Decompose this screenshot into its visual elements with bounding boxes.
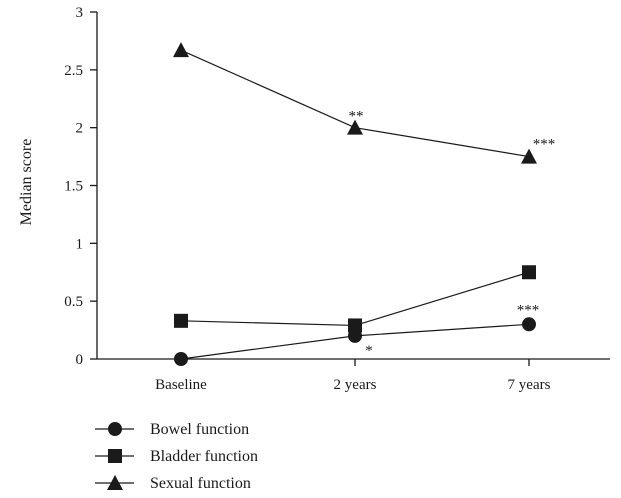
data-point-square [522, 265, 536, 280]
chart-axes: 0 0.5 1 1.5 2 2.5 3 Baseline 2 years 7 years [64, 5, 610, 393]
legend-label: Bowel function [150, 421, 249, 438]
data-point-circle [174, 352, 188, 366]
y-tick-label: 1 [76, 236, 84, 252]
series-bladder-function [174, 265, 536, 333]
legend-triangle-icon [107, 475, 123, 490]
legend-circle-icon [108, 422, 122, 436]
chart-series [173, 42, 537, 366]
series-line-bladder-function [180, 271, 530, 327]
data-point-circle [522, 317, 536, 332]
series-bowel-function [174, 317, 536, 366]
x-tick-label: Baseline [155, 377, 207, 393]
significance-annotation: ** [349, 109, 364, 125]
data-point-triangle [521, 148, 537, 164]
series-line-sexual-function [180, 49, 530, 158]
series-sexual-function [173, 42, 537, 164]
x-tick-label: 2 years [334, 377, 377, 393]
y-tick-label: 2 [76, 121, 84, 137]
y-tick-label: 2.5 [64, 63, 83, 79]
significance-annotation: * [365, 343, 373, 359]
legend-item-bowel-function: Bowel function [95, 421, 249, 438]
chart-annotations: ********* [349, 109, 556, 359]
legend-label: Sexual function [150, 475, 251, 492]
legend-item-bladder-function: Bladder function [95, 448, 258, 465]
data-point-square [348, 318, 362, 333]
legend-label: Bladder function [150, 448, 258, 465]
data-point-triangle [173, 42, 189, 58]
legend-square-icon [108, 449, 122, 463]
y-tick-label: 0.5 [64, 294, 83, 310]
x-tick-label: 7 years [508, 377, 551, 393]
data-point-triangle [347, 119, 363, 135]
significance-annotation: *** [517, 302, 540, 318]
y-tick-label: 0 [76, 352, 84, 368]
significance-annotation: *** [533, 137, 556, 153]
legend-item-sexual-function: Sexual function [95, 475, 251, 492]
chart-legend: Bowel function Bladder function Sexual fun… [95, 421, 258, 492]
y-tick-label: 1.5 [64, 179, 83, 195]
y-axis-title: Median score [18, 139, 35, 226]
data-point-square [174, 313, 188, 328]
y-tick-label: 3 [76, 5, 84, 21]
